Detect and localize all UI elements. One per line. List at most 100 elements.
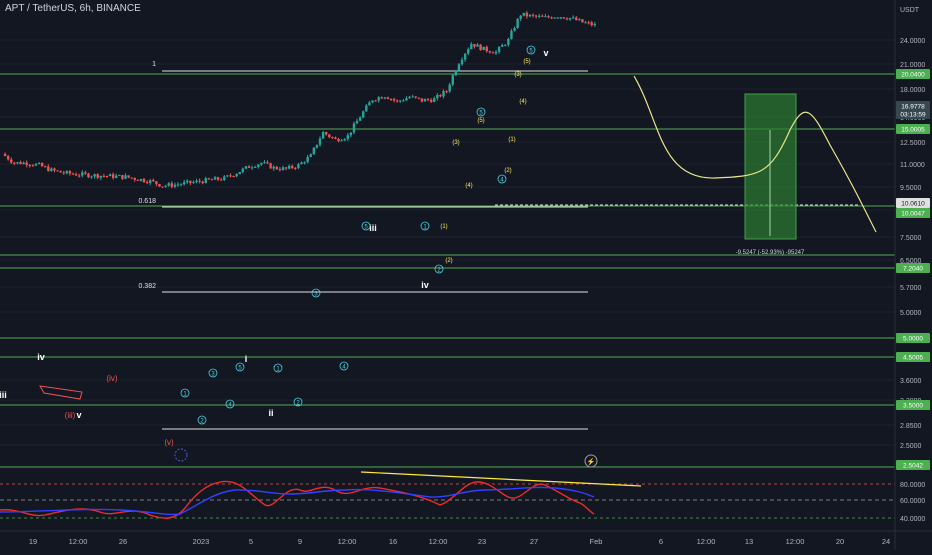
- wave-label-circled: 4: [228, 403, 232, 409]
- candle-body: [232, 175, 235, 177]
- price-tick-label: 6.5000: [900, 258, 922, 265]
- candle-body: [263, 162, 266, 164]
- wave-circle-marker: [361, 221, 371, 231]
- candle-body: [402, 100, 405, 102]
- candle-body: [115, 175, 118, 178]
- candle-body: [238, 172, 241, 175]
- time-tick-label: 12:00: [697, 537, 716, 546]
- candle-body: [528, 14, 532, 17]
- candle-body: [513, 28, 516, 31]
- wave-label-number: (5): [477, 118, 484, 124]
- candle-body: [448, 84, 451, 92]
- candle-body: [399, 100, 402, 102]
- price-badge: [896, 101, 930, 119]
- candle-body: [99, 175, 102, 178]
- candle-body: [216, 177, 220, 180]
- time-tick-label: 19: [29, 537, 37, 546]
- wave-label-circled: 2: [296, 401, 300, 407]
- price-tick-label: 2.5000: [900, 443, 922, 450]
- wave-label-number: (3): [514, 72, 521, 78]
- candle-body: [275, 166, 278, 170]
- candle-body: [368, 102, 371, 106]
- wave-label-roman: v: [543, 48, 548, 58]
- rsi-tick-label: 80.0000: [900, 482, 925, 489]
- candle-body: [278, 169, 282, 171]
- flash-icon-glyph: ⚡: [587, 457, 596, 466]
- wave-circle-marker: [225, 399, 235, 409]
- candle-body: [374, 100, 377, 102]
- wave-label-circled: 5: [479, 111, 483, 117]
- candle-body: [538, 15, 541, 17]
- wave-label-bracket: (iv): [106, 374, 117, 383]
- wave-label-number: (4): [519, 99, 526, 105]
- candle-body: [479, 44, 482, 51]
- price-badge-label: 10.0610: [901, 201, 925, 208]
- candle-body: [40, 162, 44, 167]
- candle-body: [287, 165, 291, 169]
- candle-body: [235, 174, 238, 177]
- candle-body: [3, 153, 7, 157]
- candle-body: [176, 184, 180, 186]
- wave-circle-marker: [293, 397, 303, 407]
- candle-body: [50, 168, 53, 172]
- candle-body: [244, 166, 248, 169]
- candle-body: [451, 75, 454, 85]
- time-tick-label: 13: [745, 537, 753, 546]
- rsi-tick-label: 60.0000: [900, 498, 925, 505]
- price-tick-label: 9.5000: [900, 185, 922, 192]
- candle-body: [547, 16, 550, 18]
- wave-label-number: (3): [452, 140, 459, 146]
- candle-body: [541, 15, 544, 17]
- candle-body: [81, 172, 84, 176]
- candle-body: [463, 53, 467, 60]
- candle-body: [10, 159, 13, 163]
- candle-body: [74, 174, 78, 176]
- candle-body: [392, 99, 396, 101]
- candle-body: [68, 171, 72, 174]
- candle-body: [334, 137, 337, 139]
- candle-body: [34, 163, 38, 166]
- candle-body: [383, 97, 387, 99]
- candle-body: [87, 173, 90, 178]
- candle-body: [142, 178, 146, 182]
- price-tick-label: 2.8500: [900, 423, 922, 430]
- wedge-pattern: [39, 385, 83, 400]
- candle-body: [485, 46, 488, 52]
- wave-label-circled: 3: [211, 372, 215, 378]
- candle-body: [482, 46, 485, 51]
- price-badge: [896, 198, 930, 208]
- candle-body: [318, 138, 322, 145]
- price-badge: [896, 460, 930, 470]
- candle-body: [571, 17, 575, 19]
- wave-label-circled: 1: [423, 225, 427, 231]
- candle-body: [257, 164, 260, 167]
- candle-body: [284, 167, 288, 169]
- wave-label-circled: 5: [364, 225, 368, 231]
- candle-body: [377, 97, 380, 101]
- wave-label-roman: iii: [0, 390, 7, 400]
- candle-body: [47, 166, 50, 172]
- candle-body: [371, 100, 374, 103]
- candle-body: [124, 175, 127, 179]
- price-badge-label: 3.5000: [903, 403, 923, 410]
- candle-body: [127, 175, 130, 178]
- candle-body: [90, 176, 93, 178]
- candle-body: [568, 17, 572, 20]
- candle-body: [396, 100, 399, 102]
- time-tick-label: 12:00: [429, 537, 448, 546]
- candle-body: [53, 168, 56, 171]
- wave-label-circled: 1: [276, 367, 280, 373]
- candle-body: [362, 111, 365, 118]
- candle-body: [133, 178, 136, 180]
- time-tick-label: 6: [659, 537, 663, 546]
- wave-label-number: (4): [465, 183, 472, 189]
- time-tick-label: 16: [389, 537, 397, 546]
- candle-body: [470, 44, 473, 50]
- price-badge-label: 20.0400: [901, 72, 925, 79]
- candle-body: [519, 15, 522, 19]
- candle-body: [213, 177, 217, 180]
- candle-body: [321, 131, 325, 139]
- candle-body: [16, 162, 19, 164]
